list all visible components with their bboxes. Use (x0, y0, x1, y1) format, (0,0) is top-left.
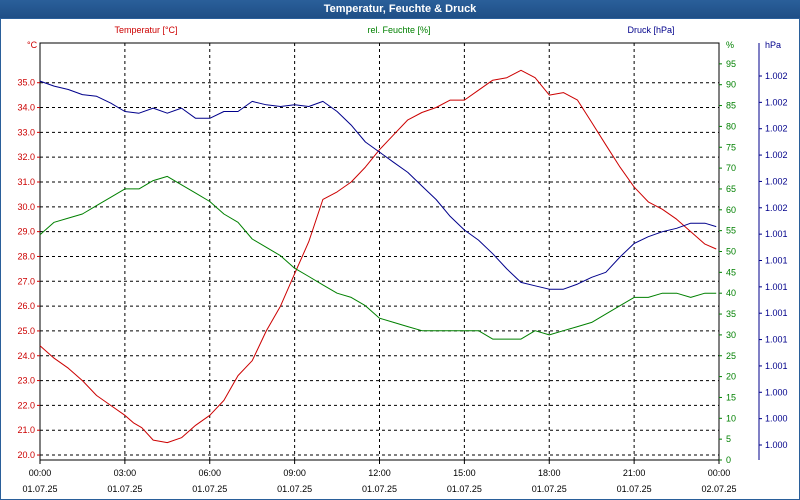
left-axis-tick-label: 32.0 (17, 152, 35, 162)
pressure-axis-tick-label: 1.002 (765, 97, 788, 107)
x-tick-label-date: 01.07.25 (532, 484, 567, 494)
left-axis-tick-label: 22.0 (17, 400, 35, 410)
humidity-axis-tick-label: 60 (726, 205, 736, 215)
series-line-temperature (39, 69, 717, 444)
left-axis-tick-label: 25.0 (17, 326, 35, 336)
pressure-axis-tick-label: 1.001 (765, 335, 788, 345)
pressure-axis-tick-label: 1.001 (765, 361, 788, 371)
x-tick-label-date: 01.07.25 (277, 484, 312, 494)
left-axis-tick-label: 30.0 (17, 202, 35, 212)
humidity-axis-tick-label: 20 (726, 372, 736, 382)
left-axis-tick-label: 29.0 (17, 227, 35, 237)
legend-label-temperature: Temperatur [°C] (114, 25, 177, 35)
left-axis-tick-label: 35.0 (17, 78, 35, 88)
humidity-axis-tick-label: 15 (726, 392, 736, 402)
series-lines (39, 69, 717, 444)
humidity-axis-tick-label: 25 (726, 351, 736, 361)
humidity-axis-tick-label: 95 (726, 59, 736, 69)
humidity-axis-tick-label: 75 (726, 142, 736, 152)
left-axis-tick-label: 24.0 (17, 351, 35, 361)
x-tick-label-date: 01.07.25 (362, 484, 397, 494)
x-tick-label-time: 03:00 (114, 468, 137, 478)
x-tick-label-time: 18:00 (538, 468, 561, 478)
pressure-axis-unit: hPa (765, 40, 781, 50)
left-axis-tick-label: 33.0 (17, 127, 35, 137)
x-tick-label-date: 01.07.25 (192, 484, 227, 494)
humidity-axis-tick-label: 80 (726, 121, 736, 131)
humidity-axis-tick-label: 5 (726, 434, 731, 444)
left-axis-tick-label: 28.0 (17, 251, 35, 261)
chart-svg: 00:00 01.07.25 03:00 01.07.25 06:00 01.07.25 0… (17, 25, 787, 494)
pressure-axis-tick-label: 1.002 (765, 71, 788, 81)
humidity-axis-tick-label: 45 (726, 267, 736, 277)
pressure-axis-tick-label: 1.001 (765, 229, 788, 239)
pressure-axis-tick-label: 1.000 (765, 440, 788, 450)
x-tick-label-date: 01.07.25 (107, 484, 142, 494)
humidity-axis-tick-label: 70 (726, 163, 736, 173)
left-axis-tick-label: 21.0 (17, 425, 35, 435)
x-tick-label-time: 00:00 (708, 468, 731, 478)
chart-frame: 00:00 01.07.25 03:00 01.07.25 06:00 01.07.25 0… (0, 18, 800, 500)
x-tick-label-time: 15:00 (453, 468, 476, 478)
x-tick-label-date: 02.07.25 (701, 484, 736, 494)
x-tick-label-date: 01.07.25 (447, 484, 482, 494)
x-tick-label-time: 00:00 (29, 468, 52, 478)
pressure-axis-tick-label: 1.002 (765, 150, 788, 160)
chart-title: Temperatur, Feuchte & Druck (0, 0, 800, 18)
x-tick-label-time: 21:00 (623, 468, 646, 478)
pressure-axis-tick-label: 1.000 (765, 414, 788, 424)
x-tick-label-time: 12:00 (368, 468, 391, 478)
left-axis-tick-label: 31.0 (17, 177, 35, 187)
humidity-axis-unit: % (726, 40, 734, 50)
x-tick-label-date: 01.07.25 (22, 484, 57, 494)
legend-label-pressure: Druck [hPa] (627, 25, 674, 35)
series-line-pressure (39, 80, 717, 290)
series-line-humidity (39, 175, 717, 340)
pressure-axis-tick-label: 1.001 (765, 308, 788, 318)
axes (37, 42, 762, 464)
legend-label-humidity: rel. Feuchte [%] (367, 25, 430, 35)
left-axis-tick-label: 26.0 (17, 301, 35, 311)
x-tick-label-time: 06:00 (198, 468, 221, 478)
x-tick-label-time: 09:00 (283, 468, 306, 478)
humidity-axis-tick-label: 30 (726, 330, 736, 340)
pressure-axis-tick-label: 1.001 (765, 256, 788, 266)
humidity-axis-tick-label: 85 (726, 101, 736, 111)
humidity-axis-tick-label: 65 (726, 184, 736, 194)
pressure-axis-tick-label: 1.002 (765, 203, 788, 213)
humidity-axis-tick-label: 55 (726, 226, 736, 236)
humidity-axis-tick-label: 35 (726, 309, 736, 319)
left-axis-tick-label: 34.0 (17, 103, 35, 113)
x-tick-label-date: 01.07.25 (617, 484, 652, 494)
pressure-axis-tick-label: 1.000 (765, 387, 788, 397)
pressure-axis-tick-label: 1.001 (765, 282, 788, 292)
humidity-axis-tick-label: 90 (726, 80, 736, 90)
left-axis-tick-label: 27.0 (17, 276, 35, 286)
axis-labels: 00:00 01.07.25 03:00 01.07.25 06:00 01.07.25 0… (17, 25, 787, 494)
humidity-axis-tick-label: 40 (726, 288, 736, 298)
grid (40, 43, 719, 460)
pressure-axis-tick-label: 1.002 (765, 176, 788, 186)
pressure-axis-tick-label: 1.002 (765, 124, 788, 134)
left-axis-tick-label: 20.0 (17, 450, 35, 460)
left-axis-tick-label: 23.0 (17, 376, 35, 386)
humidity-axis-tick-label: 10 (726, 413, 736, 423)
left-axis-unit: °C (27, 40, 38, 50)
humidity-axis-tick-label: 0 (726, 455, 731, 465)
humidity-axis-tick-label: 50 (726, 247, 736, 257)
